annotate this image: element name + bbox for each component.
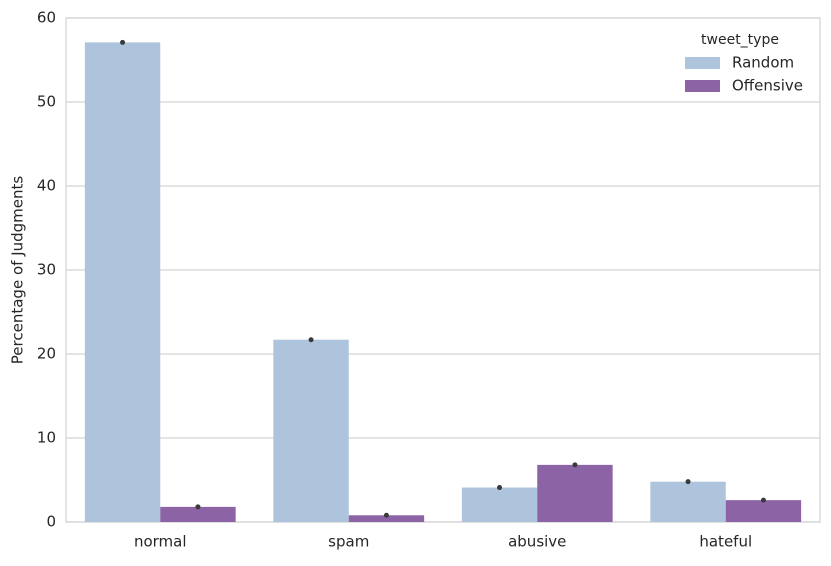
x-tick-label: hateful	[699, 533, 752, 551]
y-tick-label: 30	[37, 261, 56, 279]
y-tick-label: 10	[37, 429, 56, 447]
legend-title: tweet_type	[701, 32, 779, 48]
bar	[650, 481, 726, 522]
plot-frame	[65, 17, 821, 523]
y-tick-label: 40	[37, 177, 56, 195]
y-tick-label: 60	[37, 9, 56, 27]
estimate-dot	[383, 512, 389, 518]
bar	[160, 506, 236, 522]
x-tick-label: normal	[134, 533, 187, 551]
x-tick-label: spam	[328, 533, 369, 551]
legend-label: Offensive	[732, 77, 803, 95]
legend-swatch	[685, 80, 720, 92]
bar	[273, 339, 349, 522]
estimate-dot	[760, 497, 766, 503]
legend-swatch	[685, 57, 720, 69]
estimate-dot	[497, 485, 503, 491]
bar	[725, 500, 802, 522]
y-tick-label: 20	[37, 345, 56, 363]
y-axis-label: Percentage of Judgments	[9, 176, 27, 365]
bar	[461, 487, 538, 522]
estimate-dot	[308, 337, 314, 343]
estimate-dot	[120, 39, 126, 45]
bar	[348, 515, 425, 522]
y-tick-label: 0	[46, 513, 56, 531]
legend-label: Random	[732, 54, 794, 72]
bar	[537, 464, 613, 522]
x-tick-label: abusive	[508, 533, 566, 551]
bar	[84, 42, 161, 523]
y-tick-label: 50	[37, 93, 56, 111]
estimate-dot	[572, 462, 578, 468]
estimate-dot	[195, 504, 201, 510]
estimate-dot	[685, 479, 691, 485]
